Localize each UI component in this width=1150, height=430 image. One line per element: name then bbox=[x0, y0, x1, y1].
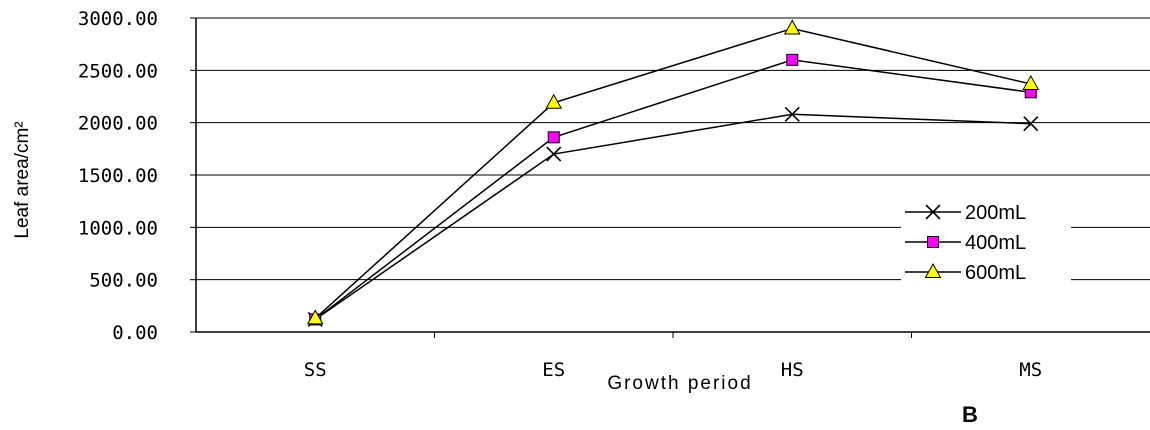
data-point-marker bbox=[1023, 116, 1039, 132]
data-point-marker bbox=[547, 131, 560, 144]
legend-label: 400mL bbox=[965, 232, 1026, 254]
legend-entry: 400mL bbox=[905, 232, 1026, 254]
data-point-marker bbox=[306, 309, 324, 325]
y-tick-label: 500.00 bbox=[89, 270, 158, 292]
x-axis-title: Growth period bbox=[607, 373, 752, 394]
x-tick-label: HS bbox=[781, 359, 804, 381]
y-tick-label: 2000.00 bbox=[78, 113, 158, 135]
data-point-marker bbox=[1022, 74, 1040, 90]
legend-marker bbox=[924, 262, 942, 278]
y-axis-title: Leaf area/cm² bbox=[12, 121, 33, 238]
legend-entry: 600mL bbox=[905, 262, 1026, 284]
x-tick-label: MS bbox=[1019, 359, 1042, 381]
legend-marker bbox=[925, 204, 941, 220]
series-600mL bbox=[306, 19, 1040, 325]
y-tick-label: 1000.00 bbox=[78, 217, 158, 239]
y-tick-label: 2500.00 bbox=[78, 60, 158, 82]
data-series bbox=[306, 19, 1040, 328]
legend-label: 200mL bbox=[965, 202, 1026, 224]
data-point-marker bbox=[784, 106, 800, 122]
axes bbox=[190, 17, 1150, 338]
legend-label: 600mL bbox=[965, 262, 1026, 284]
legend-marker bbox=[927, 236, 939, 248]
y-tick-label: 0.00 bbox=[112, 322, 158, 344]
data-point-marker bbox=[783, 19, 801, 35]
panel-label: B bbox=[962, 402, 978, 427]
y-tick-label: 3000.00 bbox=[78, 8, 158, 30]
x-tick-labels: SS ES HS MS bbox=[304, 359, 1042, 381]
y-tick-label: 1500.00 bbox=[78, 165, 158, 187]
series-line bbox=[314, 113, 1031, 321]
y-tick-labels: 0.00 500.00 1000.00 1500.00 2000.00 2500.00 30… bbox=[78, 8, 158, 344]
series-line bbox=[314, 59, 1031, 321]
series-line bbox=[314, 27, 1031, 319]
legend-entry: 200mL bbox=[905, 202, 1026, 224]
x-tick-label: ES bbox=[542, 359, 565, 381]
data-point-marker bbox=[786, 53, 799, 66]
legend: 200mL 400mL 600mL bbox=[901, 196, 1071, 294]
x-tick-label: SS bbox=[304, 359, 327, 381]
data-point-marker bbox=[545, 93, 563, 109]
data-point-marker bbox=[546, 146, 562, 162]
